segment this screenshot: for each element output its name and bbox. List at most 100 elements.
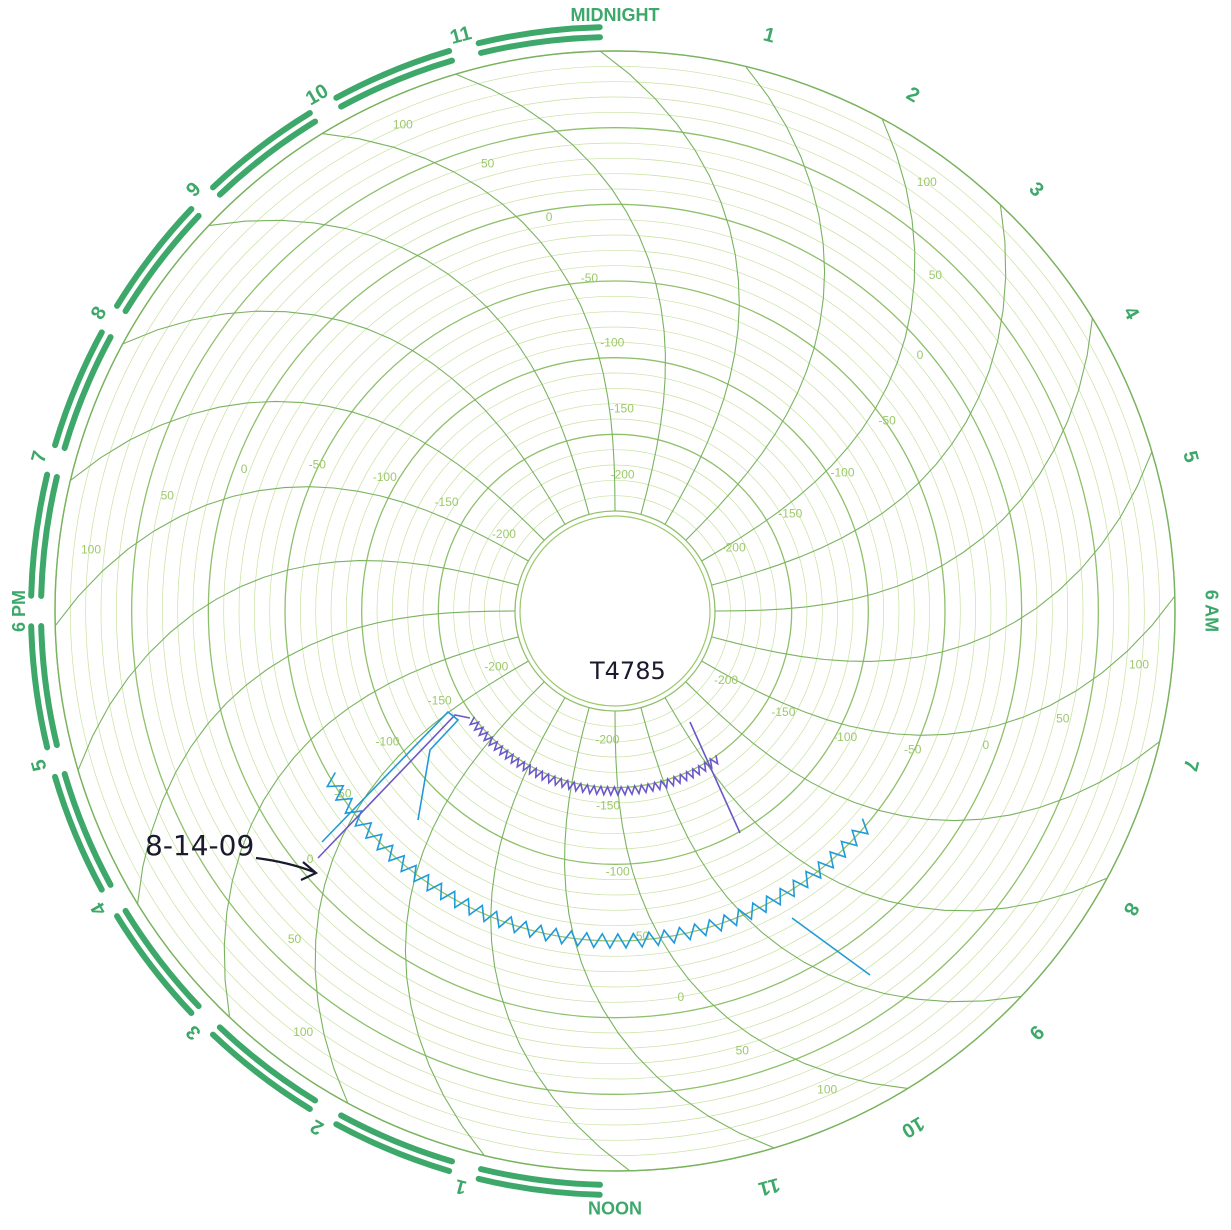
time-arc [614, 710, 908, 1089]
hour-band-segment [333, 1121, 453, 1174]
scale-label: 50 [736, 1044, 750, 1058]
hour-label: 2 [307, 1115, 328, 1140]
hour-label: 3 [182, 1021, 205, 1044]
scale-label: -150 [771, 705, 795, 719]
hour-label: 2 [903, 83, 924, 108]
time-arc [223, 636, 519, 1018]
scale-label: 100 [293, 1025, 313, 1039]
hour-labels: MIDNIGHT 1 2 3 4 5 6 AM 7 8 9 10 11 NOON 1 2 3 4 5 6 PM 7 8 9… [9, 5, 1222, 1218]
scale-label: -100 [831, 466, 855, 480]
hour-band-segment [114, 206, 195, 309]
hour-label: 8 [87, 303, 112, 324]
time-arc [137, 610, 516, 904]
scale-label: -200 [595, 733, 619, 747]
purple-trace [468, 716, 719, 798]
time-arc [640, 707, 1022, 1003]
hour-band-segment [210, 1031, 313, 1112]
blue-tail [791, 917, 871, 976]
hour-label: MIDNIGHT [571, 5, 660, 25]
time-arc [664, 697, 1108, 912]
hour-band-segment [475, 1175, 603, 1198]
hour-band [28, 24, 603, 1198]
scale-label: 100 [817, 1083, 837, 1097]
hour-label: 3 [1025, 178, 1048, 201]
center-hole [519, 515, 711, 707]
scale-label: -50 [581, 271, 599, 285]
grid-rings [54, 50, 1176, 1172]
scale-label: 50 [288, 932, 302, 946]
scale-label: 50 [161, 488, 175, 502]
blue-lead-in [321, 710, 460, 843]
hour-band-segment [338, 1112, 455, 1165]
scale-label: 0 [241, 462, 248, 476]
scale-labels: -200 -150 -100 -50 0 50 100 -200 -150 -100 -50 0 50 1… [81, 117, 1149, 1096]
scale-label: 0 [983, 738, 990, 752]
hour-label: 1 [453, 1174, 469, 1198]
scale-label: 50 [1056, 712, 1070, 726]
time-arc [70, 400, 545, 541]
scale-label: -50 [309, 458, 327, 472]
hour-label: 4 [86, 898, 111, 919]
scale-label: -150 [610, 402, 634, 416]
scale-label: -100 [373, 470, 397, 484]
hour-label: 10 [898, 1112, 928, 1142]
time-arc [564, 707, 775, 1149]
hour-label: 4 [1119, 303, 1144, 324]
hour-label: 5 [28, 757, 52, 773]
scale-label: -50 [334, 787, 352, 801]
hour-label: 5 [1178, 449, 1202, 465]
hour-label: 9 [182, 178, 205, 201]
hour-label: 8 [1119, 899, 1144, 920]
hour-label: 11 [448, 22, 474, 49]
hour-band-segment [61, 334, 114, 451]
scale-label: 50 [481, 156, 495, 170]
time-arc [208, 219, 590, 515]
hour-band-segment [52, 773, 105, 893]
scale-label: 100 [917, 175, 937, 189]
arrow-icon [255, 856, 319, 881]
scale-label: -100 [833, 730, 857, 744]
scale-label: 50 [929, 268, 943, 282]
hour-band-segment [216, 1024, 319, 1104]
hour-band-segment [38, 474, 60, 599]
hour-label: 1 [761, 24, 777, 48]
time-arc [685, 681, 1160, 822]
outer-ring [54, 50, 1176, 1172]
scale-label: -200 [722, 540, 746, 554]
scale-label: -200 [611, 467, 635, 481]
time-arc [711, 204, 1007, 586]
scale-label: -150 [428, 693, 452, 707]
time-arc [77, 560, 519, 771]
hour-label: 7 [1178, 757, 1202, 773]
time-arc [685, 66, 826, 541]
scale-label: -50 [878, 413, 896, 427]
hour-band-segment [28, 623, 51, 751]
hour-label: 6 AM [1201, 590, 1221, 632]
hour-band-segment [216, 118, 319, 198]
scale-label: -100 [606, 864, 630, 878]
time-arc [122, 310, 566, 525]
time-arc [701, 118, 916, 562]
scale-label: -150 [435, 495, 459, 509]
time-arc [599, 50, 740, 525]
hour-label: 10 [302, 80, 332, 110]
hour-band-segment [122, 212, 202, 315]
recorder-traces [317, 710, 871, 976]
time-arc [54, 486, 529, 627]
hour-label: NOON [588, 1197, 642, 1217]
scale-label: 0 [678, 990, 685, 1004]
hour-label: 9 [1025, 1021, 1048, 1044]
scale-label: 0 [917, 348, 924, 362]
purple-tail [689, 721, 741, 834]
scale-label: 100 [1129, 658, 1149, 672]
time-arc [711, 451, 1153, 662]
scale-label: -200 [484, 660, 508, 674]
blue-trace [325, 772, 870, 950]
hour-band-segment [114, 913, 195, 1016]
scale-label: -100 [600, 336, 624, 350]
scale-label: -100 [375, 734, 399, 748]
hour-band-segment [28, 471, 51, 599]
time-arc [314, 660, 529, 1104]
